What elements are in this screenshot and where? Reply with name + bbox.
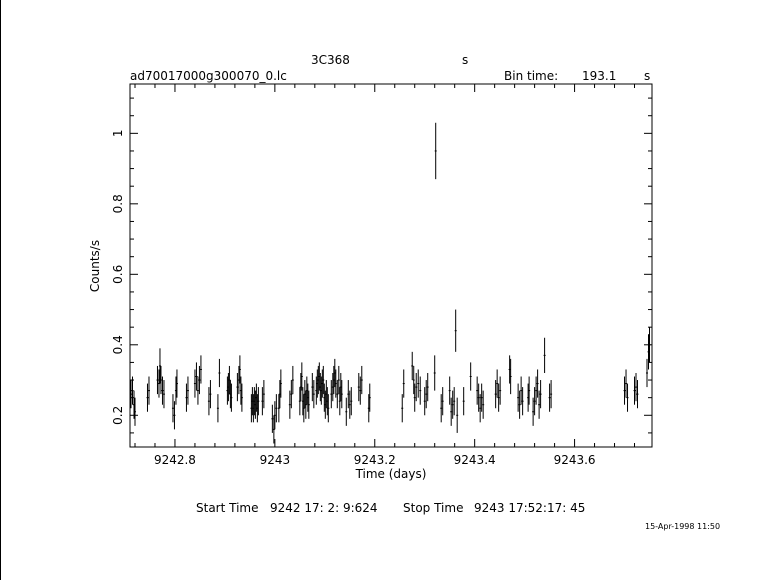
stop-time-label: Stop Time: [403, 501, 464, 515]
window-left-border: [0, 0, 1, 580]
object-name: 3C368: [311, 53, 350, 67]
x-tick-label: 9243.2: [354, 453, 396, 467]
header-unit-label: s: [462, 53, 469, 67]
x-tick-label: 9243.6: [554, 453, 596, 467]
start-time-label: Start Time: [196, 501, 259, 515]
start-time-value: 9242 17: 2: 9:624: [270, 501, 378, 515]
x-tick-label: 9243.4: [454, 453, 496, 467]
bin-time-value: 193.1: [582, 69, 617, 83]
plot-timestamp: 15-Apr-1998 11:50: [645, 522, 721, 531]
data-points: [129, 122, 651, 444]
axis-ticks: [130, 84, 652, 447]
plot-frame: [129, 83, 653, 448]
y-tick-label: 1: [111, 130, 125, 138]
y-axis-label: Counts/s: [88, 240, 102, 292]
y-tick-label: 0.6: [111, 265, 125, 284]
y-tick-label: 0.2: [111, 406, 125, 425]
bin-time-label: Bin time:: [504, 69, 559, 83]
x-axis-label: Time (days): [355, 467, 427, 481]
x-tick-label: 9243: [260, 453, 291, 467]
axis-tick-labels: 9242.8 9243 9243.2 9243.4 9243.6 0.2 0.4 0.6 0.8…: [111, 130, 596, 467]
stop-time-value: 9243 17:52:17: 45: [474, 501, 586, 515]
light-curve-filename: ad70017000g300070_0.lc: [130, 69, 287, 83]
bin-time-unit: s: [644, 69, 651, 83]
x-tick-label: 9242.8: [154, 453, 196, 467]
y-tick-label: 0.4: [111, 335, 125, 354]
y-tick-label: 0.8: [111, 194, 125, 213]
